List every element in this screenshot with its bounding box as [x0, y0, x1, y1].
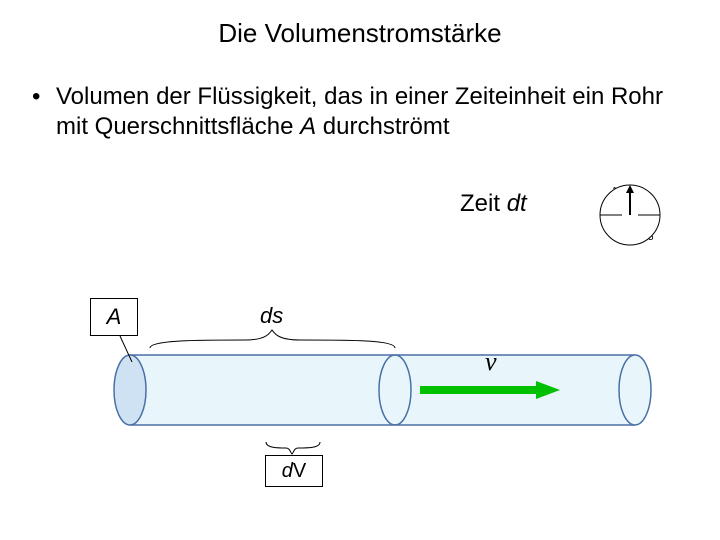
brace-dV	[266, 442, 320, 454]
brace-ds	[150, 330, 395, 348]
pipe	[114, 355, 651, 425]
clock-icon	[600, 185, 660, 245]
diagram-svg: ν	[0, 0, 720, 540]
nu-label: ν	[485, 347, 497, 376]
